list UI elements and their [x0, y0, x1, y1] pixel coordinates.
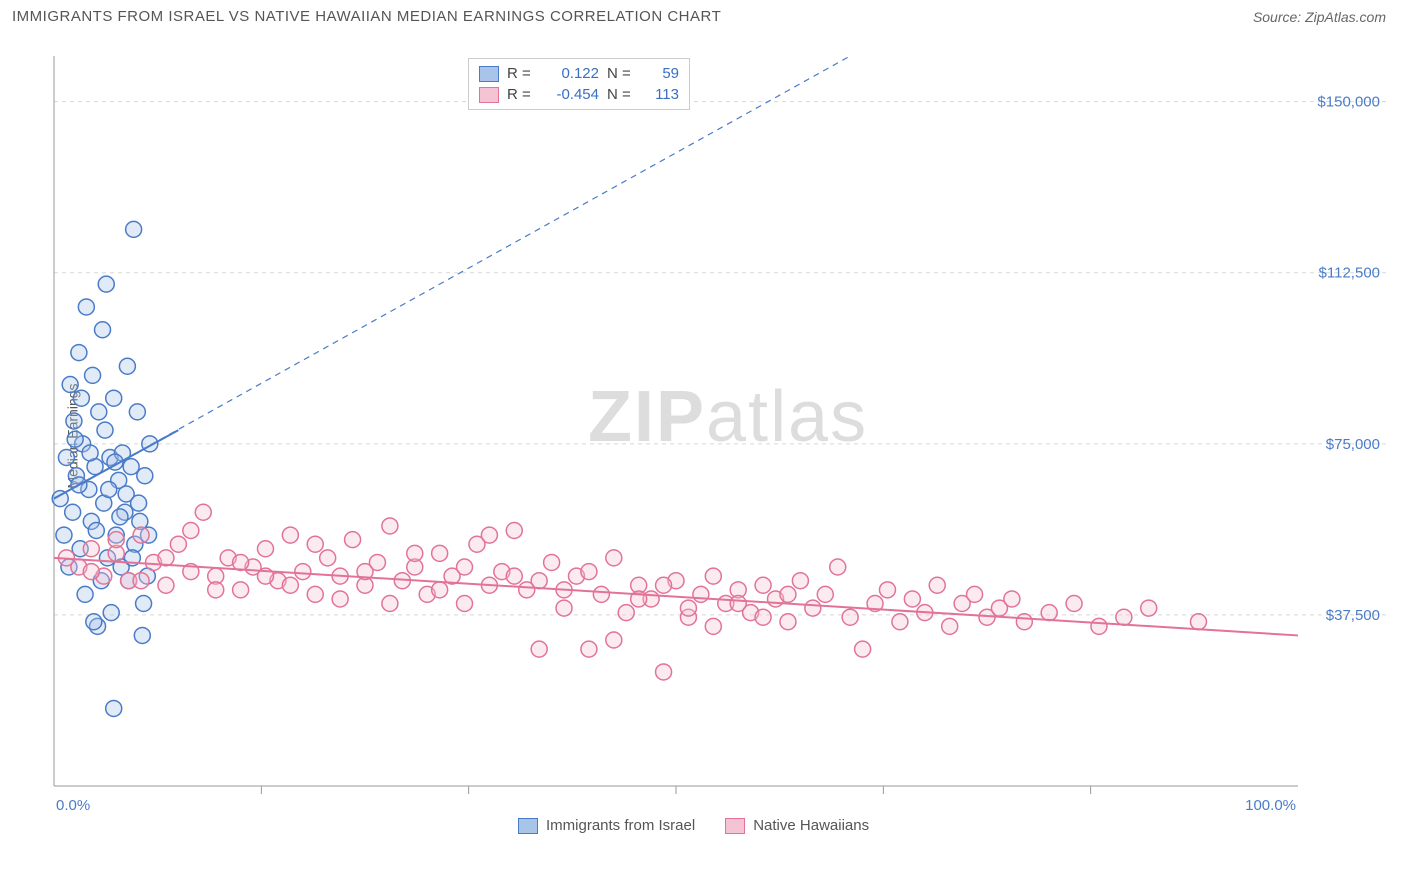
- n-label-1: N =: [607, 86, 635, 103]
- scatter-plot: $37,500 $75,000 $112,500 $150,000 0.0% 100.0%: [48, 46, 1388, 826]
- legend-label-0: Immigrants from Israel: [546, 817, 695, 834]
- chart-title: IMMIGRANTS FROM ISRAEL VS NATIVE HAWAIIA…: [12, 8, 721, 25]
- svg-text:100.0%: 100.0%: [1245, 797, 1296, 814]
- svg-text:$37,500: $37,500: [1326, 607, 1380, 624]
- r-label-0: R =: [507, 65, 535, 82]
- chart-container: Median Earnings $37,500$75,000$112,500$1…: [48, 46, 1388, 826]
- legend-item-0: Immigrants from Israel: [518, 817, 695, 834]
- r-value-0: 0.122: [543, 65, 599, 82]
- svg-text:$112,500: $112,500: [1319, 265, 1380, 282]
- stats-legend: R = 0.122 N = 59 R = -0.454 N = 113: [468, 58, 690, 110]
- legend-swatch-1: [725, 818, 745, 834]
- n-value-1: 113: [643, 86, 679, 103]
- stats-row-series-1: R = -0.454 N = 113: [479, 84, 679, 105]
- svg-text:0.0%: 0.0%: [56, 797, 90, 814]
- stats-row-series-0: R = 0.122 N = 59: [479, 63, 679, 84]
- r-label-1: R =: [507, 86, 535, 103]
- n-value-0: 59: [643, 65, 679, 82]
- svg-text:$150,000: $150,000: [1317, 94, 1380, 111]
- swatch-series-1: [479, 87, 499, 103]
- legend-item-1: Native Hawaiians: [725, 817, 869, 834]
- svg-text:$75,000: $75,000: [1326, 436, 1380, 453]
- bottom-legend: Immigrants from Israel Native Hawaiians: [518, 817, 869, 834]
- legend-swatch-0: [518, 818, 538, 834]
- r-value-1: -0.454: [543, 86, 599, 103]
- swatch-series-0: [479, 66, 499, 82]
- n-label-0: N =: [607, 65, 635, 82]
- legend-label-1: Native Hawaiians: [753, 817, 869, 834]
- chart-source: Source: ZipAtlas.com: [1253, 9, 1386, 25]
